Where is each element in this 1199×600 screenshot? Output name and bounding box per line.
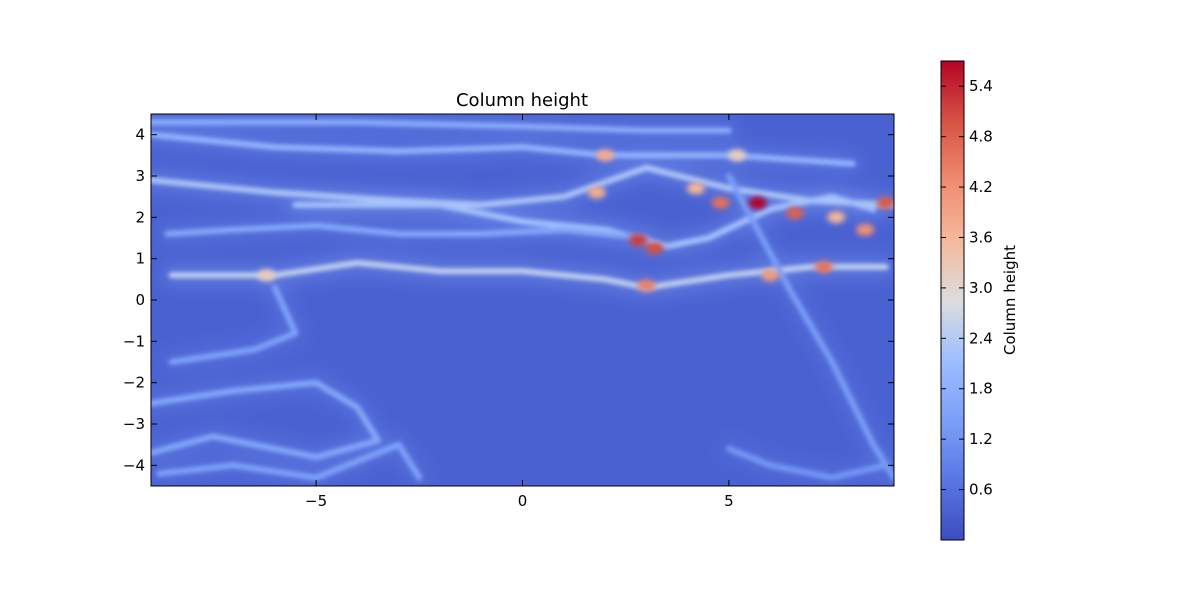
ridge-5 [164,222,650,241]
heatmap-background [151,114,894,486]
x-axis: −5 0 5 [305,114,734,510]
colorbar: 0.6 1.2 1.8 2.4 3.0 3.6 4.2 4.8 5.4 Column heigh… [940,60,1019,541]
colorbar-tick-label: 4.8 [969,128,993,146]
colorbar-tick-label: 1.8 [969,380,993,398]
heatmap-plot-area [151,114,894,486]
colorbar-ticks: 0.6 1.2 1.8 2.4 3.0 3.6 4.2 4.8 5.4 [941,77,993,499]
y-tick-label: −4 [123,456,145,474]
colorbar-label: Column height [1001,245,1019,355]
ridge-9 [725,173,894,481]
colorbar-gradient [940,60,965,541]
colorbar-tick-label: 1.2 [969,430,993,448]
colorbar-tick-label: 3.6 [969,228,993,246]
hotspot-layer [257,149,894,292]
y-tick-label: 0 [135,291,145,309]
ridge-7 [168,284,299,365]
y-tick-label: −1 [123,332,145,350]
colorbar-tick-label: 2.4 [969,329,993,347]
x-tick-label: 5 [724,492,734,510]
ridge-2 [151,164,894,208]
hotspot-8 [856,223,875,236]
colorbar-tick-label: 5.4 [969,77,993,95]
ridge-3 [292,193,877,250]
ridge-10 [725,445,889,481]
hotspot-14 [257,269,276,282]
hotspot-0 [748,196,767,209]
hotspot-2 [645,242,664,255]
ridge-8 [156,441,423,481]
hotspot-4 [785,207,804,220]
chart-title: Column height [456,90,588,111]
hotspot-12 [686,182,705,195]
ridge-layer [151,119,894,481]
hotspot-6 [814,260,833,273]
hotspot-13 [827,211,846,224]
hotspot-10 [596,149,615,162]
hotspot-9 [761,269,780,282]
y-tick-label: −3 [123,415,145,433]
colorbar-tick-label: 3.0 [969,279,993,297]
hotspot-7 [637,279,656,292]
colorbar-tick-label: 4.2 [969,178,993,196]
hotspot-5 [711,196,730,209]
y-tick-label: 1 [135,250,145,268]
y-tick-label: 4 [135,126,145,144]
hotspot-11 [587,186,606,199]
x-tick-label: 0 [518,492,528,510]
hotspot-3 [876,196,894,209]
y-tick-label: 3 [135,167,145,185]
y-tick-label: −2 [123,374,145,392]
y-axis: 4 3 2 1 0 −1 −2 −3 −4 [123,126,894,474]
ridge-1 [151,119,732,134]
y-tick-label: 2 [135,208,145,226]
hotspot-15 [728,149,747,162]
x-tick-label: −5 [305,492,327,510]
ridge-6 [151,379,381,461]
colorbar-tick-label: 0.6 [969,481,993,499]
hotspot-1 [629,234,648,247]
